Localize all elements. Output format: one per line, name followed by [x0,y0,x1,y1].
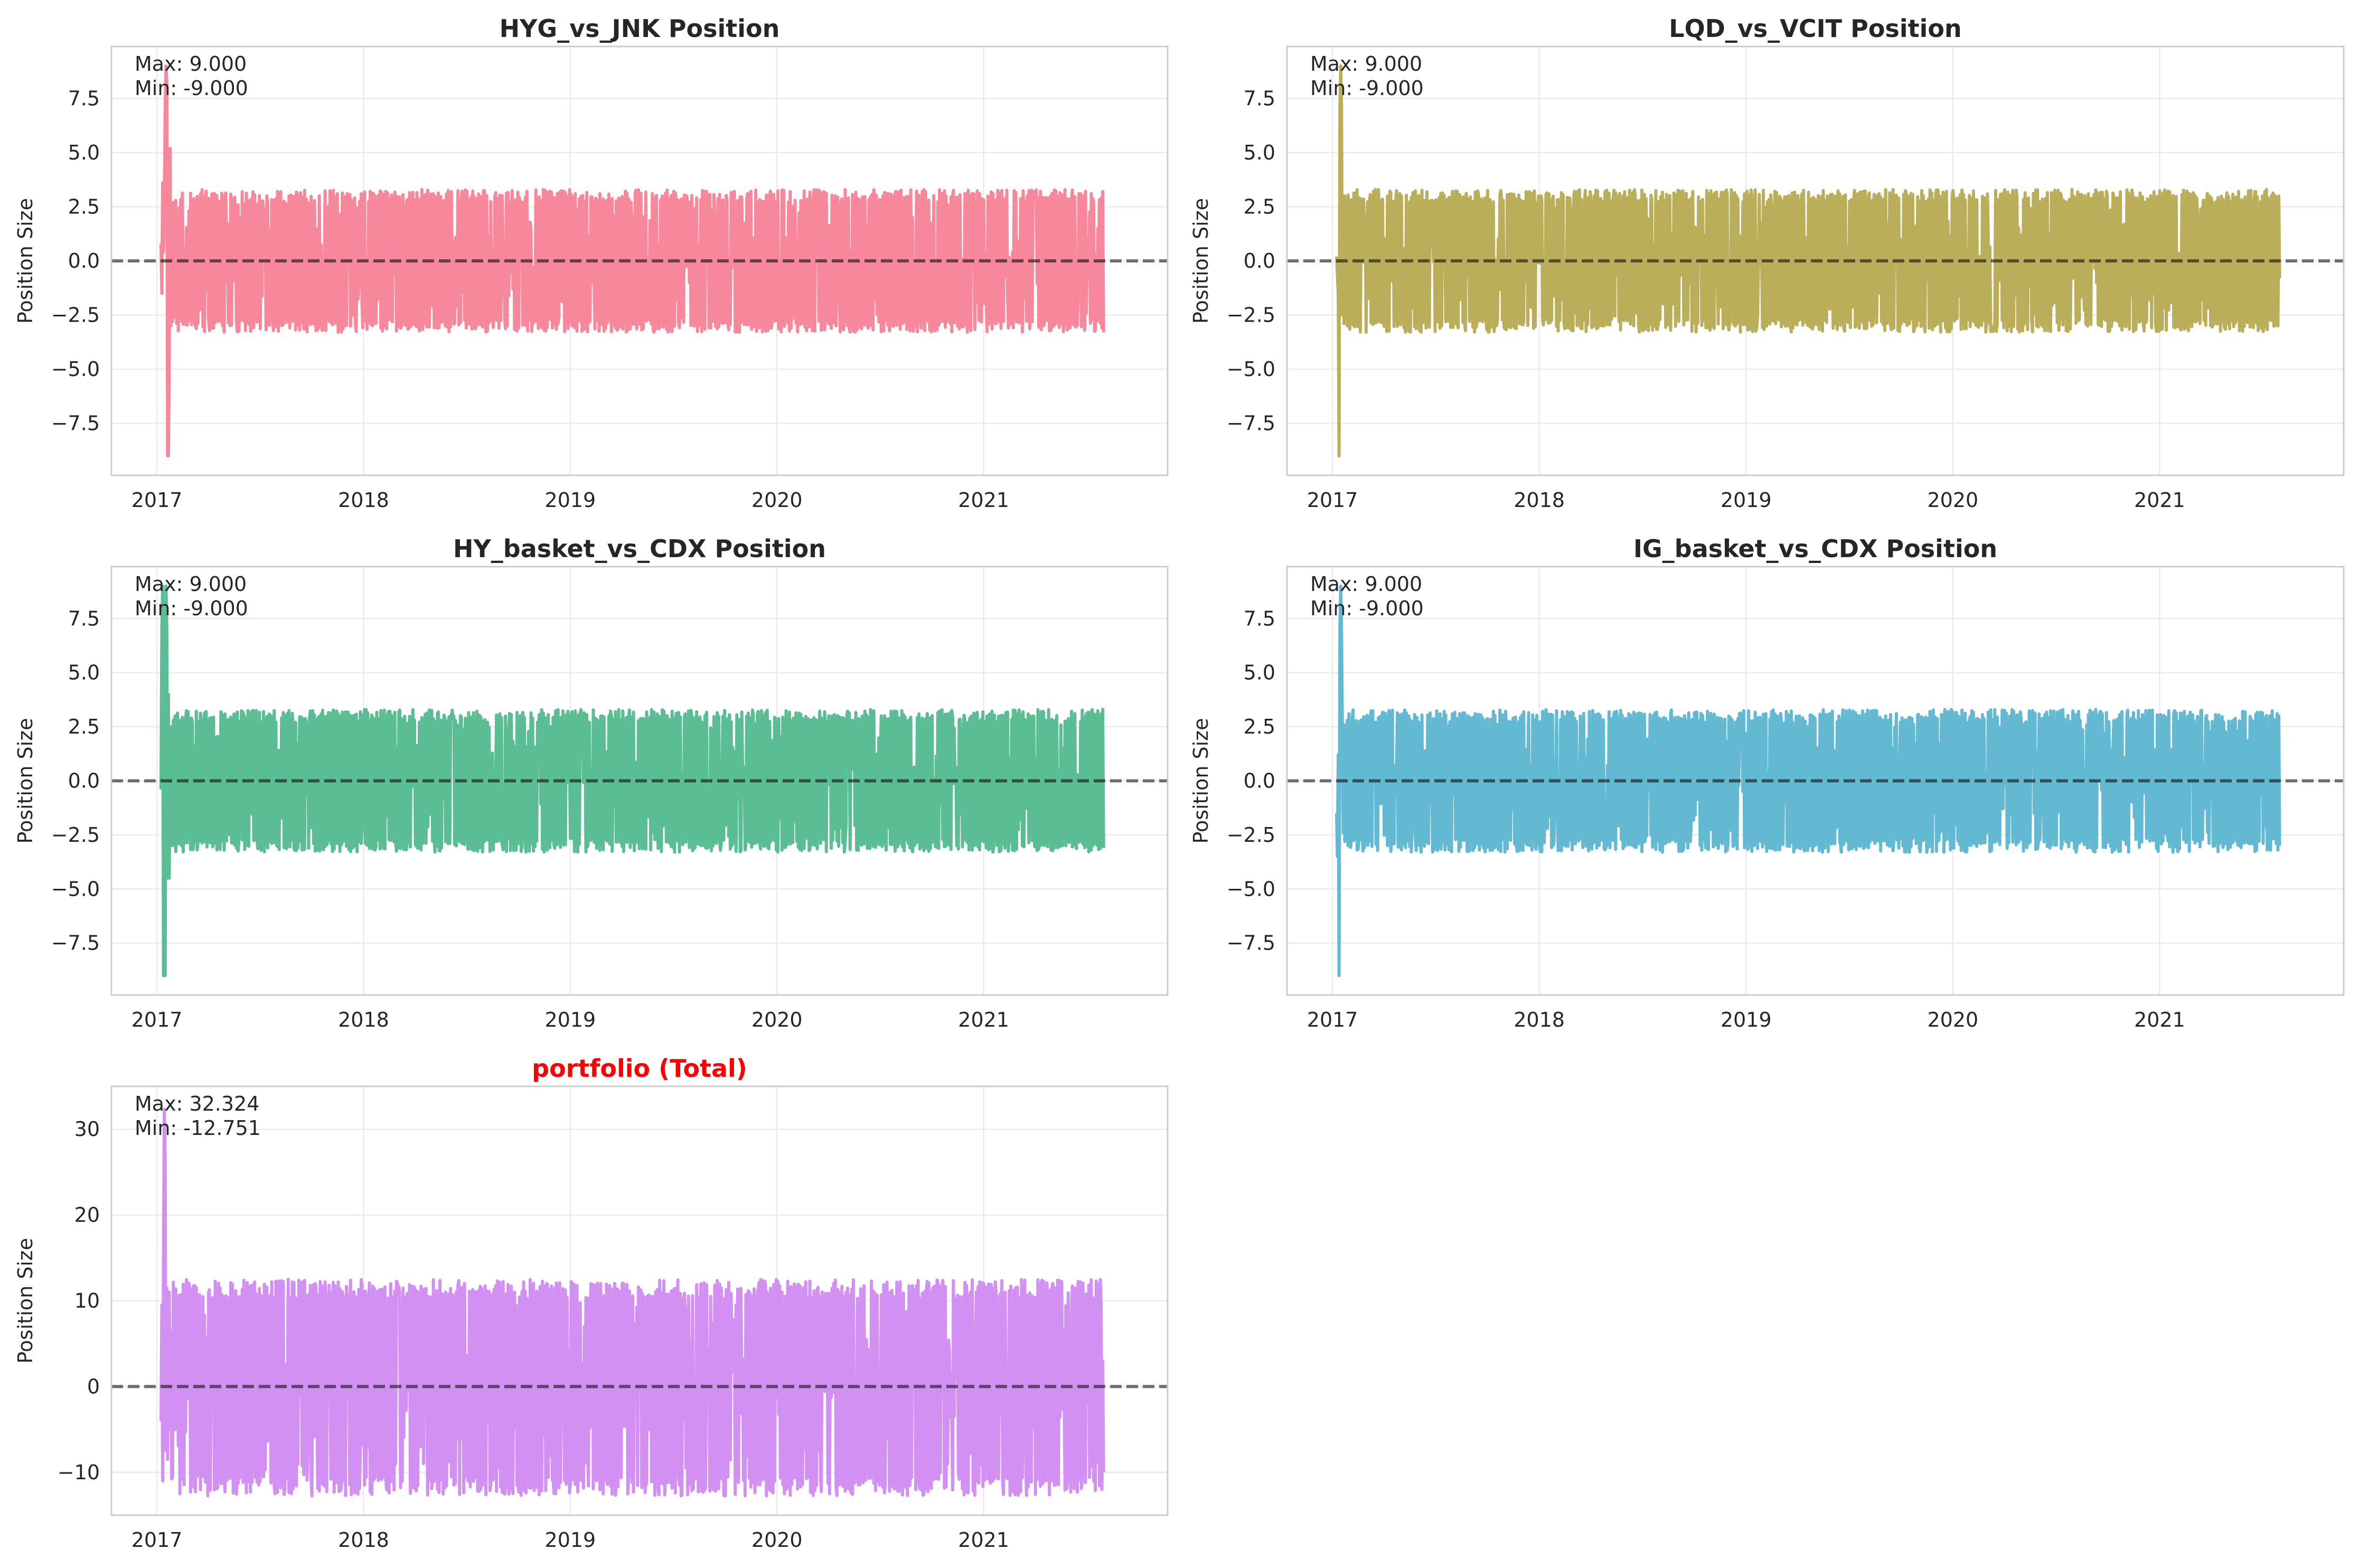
y-tick-label: 7.5 [68,607,100,630]
chart-panel-2: LQD_vs_VCIT Position −7.5 −5.0 −2.5 0.0 2.5 5.… [1189,14,2345,512]
plot-frame [110,45,1169,476]
y-axis-label: Position Size [14,198,37,324]
plot-frame [110,566,1169,996]
y-tick-label: −2.5 [1227,304,1275,327]
max-annotation: Max: 9.000 [1310,572,1422,596]
series-line [159,64,1105,458]
x-tick-label: 2021 [958,1528,1009,1552]
y-tick-label: 0.0 [68,769,100,793]
y-tick-label: −5.0 [51,877,100,900]
chart-panel-1: HYG_vs_JNK Position −7.5 −5.0 −2.5 0.0 2.5 5.0… [14,14,1169,512]
y-tick-label: −7.5 [51,412,100,435]
y-tick-label: −7.5 [1227,412,1275,435]
x-tick-label: 2020 [751,1528,803,1552]
chart-panel-5: portfolio (Total) −10 0 10 20 30 2017 2018 2019 2… [14,1054,1169,1552]
y-tick-label: 2.5 [1244,715,1275,738]
x-tick-label: 2017 [1307,489,1358,512]
y-axis-label: Position Size [1189,718,1213,843]
x-tick-label: 2017 [131,1008,183,1031]
chart-title: portfolio (Total) [532,1054,747,1083]
x-tick-label: 2018 [338,1528,389,1552]
chart-panel-3: HY_basket_vs_CDX Position −7.5 −5.0 −2.5 0.0… [14,534,1169,1031]
y-tick-label: 5.0 [1244,141,1275,164]
y-axis-label: Position Size [14,718,37,843]
y-tick-label: 5.0 [1244,661,1275,684]
y-tick-label: −10 [58,1461,100,1484]
y-tick-label: −5.0 [1227,358,1275,381]
y-tick-label: 7.5 [68,87,100,110]
y-tick-label: 7.5 [1244,607,1275,630]
plot-frame [1286,566,2345,996]
x-tick-label: 2017 [1307,1008,1358,1031]
y-tick-label: 5.0 [68,141,100,164]
max-annotation: Max: 9.000 [135,52,247,76]
max-annotation: Max: 9.000 [1310,52,1422,76]
y-tick-label: 30 [74,1118,100,1141]
x-tick-label: 2020 [1928,1008,1979,1031]
y-axis-label: Position Size [1189,198,1213,324]
min-annotation: Min: -9.000 [135,597,248,620]
y-tick-label: 0.0 [1244,769,1275,793]
x-tick-label: 2020 [751,1008,803,1031]
x-tick-label: 2021 [958,489,1009,512]
y-axis-label: Position Size [14,1238,37,1364]
series-line [1335,64,2281,458]
x-tick-label: 2020 [1928,489,1979,512]
series-line [159,1107,1105,1498]
y-tick-label: −2.5 [51,823,100,847]
chart-title: IG_basket_vs_CDX Position [1633,534,1997,563]
y-tick-label: 2.5 [68,715,100,738]
y-tick-label: 5.0 [68,661,100,684]
y-tick-label: 20 [74,1204,100,1227]
x-tick-label: 2019 [545,1008,596,1031]
y-tick-label: −2.5 [1227,823,1275,847]
x-tick-label: 2020 [751,489,803,512]
y-tick-label: −7.5 [51,932,100,955]
x-tick-label: 2021 [2134,1008,2185,1031]
y-tick-label: 0 [87,1375,100,1398]
x-tick-label: 2018 [338,489,389,512]
x-tick-label: 2021 [958,1008,1009,1031]
series-line [159,584,1105,978]
min-annotation: Min: -12.751 [135,1116,261,1140]
chart-panel-4: IG_basket_vs_CDX Position −7.5 −5.0 −2.5 0.0… [1189,534,2345,1031]
x-tick-label: 2021 [2134,489,2185,512]
max-annotation: Max: 32.324 [135,1092,259,1115]
y-tick-label: 0.0 [1244,249,1275,273]
x-tick-label: 2019 [1721,1008,1772,1031]
min-annotation: Min: -9.000 [1310,597,1424,620]
y-tick-label: −5.0 [1227,877,1275,900]
min-annotation: Min: -9.000 [135,77,248,100]
y-tick-label: 10 [74,1289,100,1312]
y-tick-label: 7.5 [1244,87,1275,110]
y-tick-label: −2.5 [51,304,100,327]
max-annotation: Max: 9.000 [135,572,247,596]
min-annotation: Min: -9.000 [1310,77,1424,100]
x-tick-label: 2018 [1514,1008,1565,1031]
x-tick-label: 2019 [545,1528,596,1552]
x-tick-label: 2019 [545,489,596,512]
plot-frame [1286,45,2345,476]
x-tick-label: 2018 [1514,489,1565,512]
chart-title: HYG_vs_JNK Position [500,14,780,43]
x-tick-label: 2019 [1721,489,1772,512]
x-tick-label: 2017 [131,489,183,512]
chart-title: LQD_vs_VCIT Position [1669,14,1961,43]
y-tick-label: 0.0 [68,249,100,273]
y-tick-label: 2.5 [1244,195,1275,218]
y-tick-label: 2.5 [68,195,100,218]
y-tick-label: −7.5 [1227,932,1275,955]
plot-frame [110,1085,1169,1516]
x-tick-label: 2018 [338,1008,389,1031]
y-tick-label: −5.0 [51,358,100,381]
x-tick-label: 2017 [131,1528,183,1552]
chart-title: HY_basket_vs_CDX Position [453,534,826,563]
